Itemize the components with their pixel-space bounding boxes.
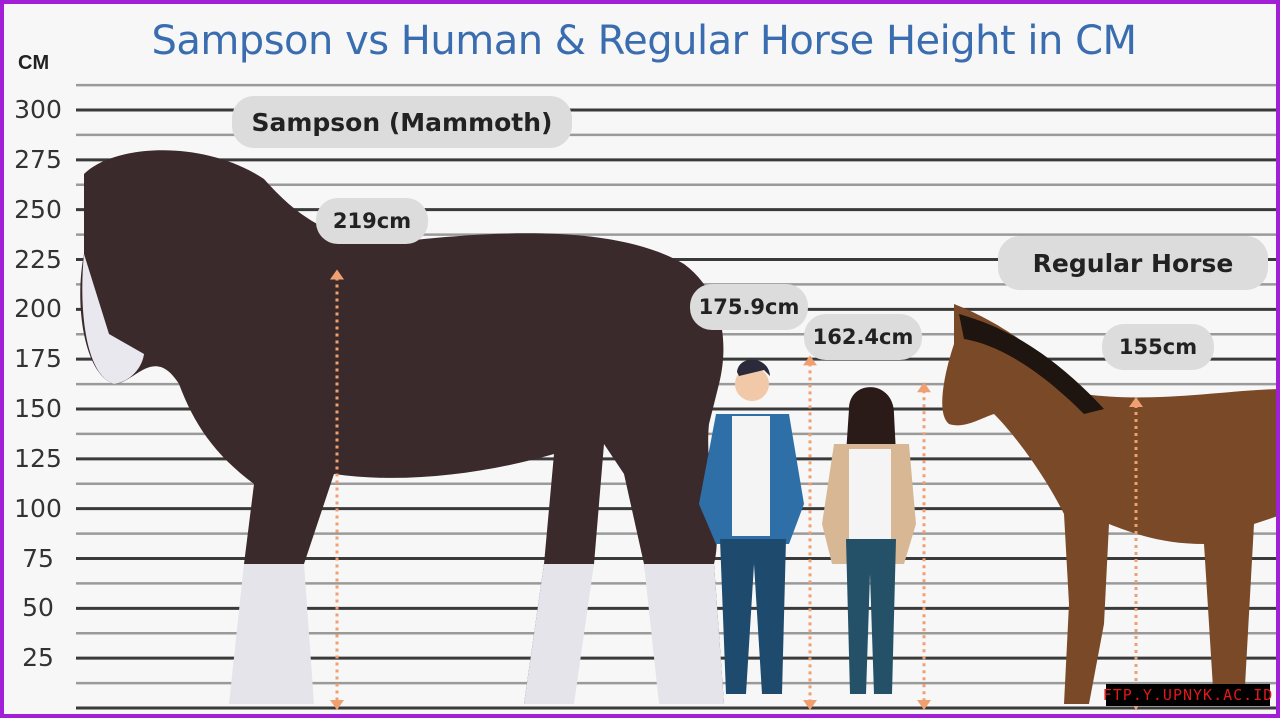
data-label-female: 162.4cm [804, 314, 922, 360]
y-axis-label: CM [18, 52, 50, 74]
data-label-sampson: 219cm [316, 198, 428, 244]
regular-horse-mane [959, 314, 1104, 414]
regular-horse [942, 304, 1276, 704]
chart-title: Sampson vs Human & Regular Horse Height … [151, 18, 1137, 64]
male-head [735, 367, 769, 401]
y-tick-label: 200 [14, 294, 62, 324]
sampson-feathers [229, 564, 724, 704]
y-tick-label: 100 [14, 493, 62, 523]
data-label-regular-horse: 155cm [1102, 324, 1214, 370]
arrow-head-bottom-2 [917, 700, 931, 710]
watermark: FTP.Y.UPNYK.AC.ID [1102, 684, 1274, 706]
y-tick-label: 125 [14, 443, 62, 473]
arrow-head-top-1 [803, 355, 817, 366]
female-jeans [846, 539, 896, 694]
female-shirt [849, 449, 891, 539]
female-hair [846, 387, 896, 454]
y-tick-label: 250 [14, 194, 62, 224]
y-tick-label: 175 [14, 344, 62, 374]
sampson-label: Sampson (Mammoth) [232, 96, 572, 148]
y-tick-label: 75 [22, 543, 54, 573]
y-tick-label: 25 [22, 643, 54, 673]
arrow-head-bottom-0 [330, 700, 344, 710]
regular-horse-label: Regular Horse [998, 236, 1268, 290]
male-shirt [732, 416, 770, 536]
sampson-blaze [82, 254, 144, 384]
y-tick-label: 275 [14, 144, 62, 174]
arrow-head-top-2 [917, 382, 931, 393]
data-label-male: 175.9cm [690, 284, 808, 330]
y-tick-label: 225 [14, 244, 62, 274]
y-tick-label: 50 [22, 593, 54, 623]
plot-area [76, 83, 1276, 710]
y-tick-label: 150 [14, 394, 62, 423]
male-jeans [720, 539, 786, 694]
arrow-head-bottom-1 [803, 700, 817, 710]
arrow-head-top-0 [330, 269, 344, 280]
infographic: Sampson vs Human & Regular Horse Height … [4, 4, 1276, 714]
male-hair [737, 359, 770, 376]
arrow-head-top-3 [1129, 397, 1143, 408]
y-tick-label: 300 [14, 95, 62, 124]
